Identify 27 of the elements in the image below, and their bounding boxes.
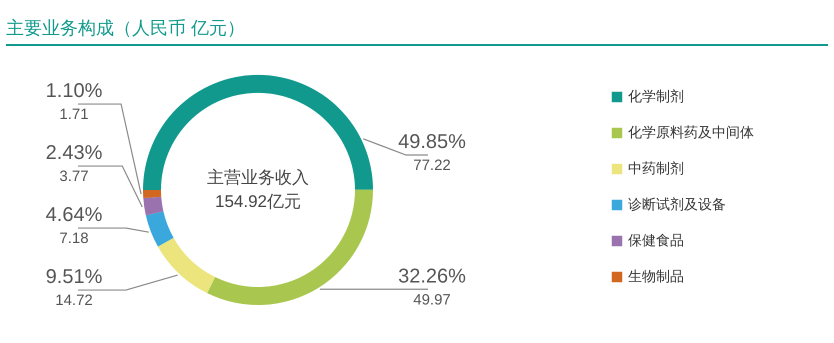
text: 1.10% [46, 80, 102, 102]
data-label: 77.22 [413, 157, 451, 174]
donut-slice [143, 196, 164, 216]
donut-slice [207, 190, 373, 305]
data-label: 7.18 [59, 230, 89, 248]
text: 2.43% [46, 142, 102, 164]
data-label: 1.71 [59, 106, 89, 124]
donut-slice [143, 75, 373, 190]
donut-slice [158, 238, 216, 294]
donut-slice [146, 211, 174, 247]
text: 主营业务收入 [207, 168, 309, 187]
chart-title: 主要业务构成（人民币 亿元） [6, 18, 246, 38]
legend-label: 化学原料药及中间体 [628, 124, 754, 140]
legend-label: 化学制剂 [628, 88, 684, 104]
text: 32.26% [398, 265, 466, 288]
data-label: 49.97 [413, 291, 451, 308]
data-label: 3.77 [59, 168, 89, 186]
text: 49.85% [398, 131, 466, 153]
legend-label: 生物制品 [628, 268, 684, 284]
data-label: 14.72 [55, 292, 93, 310]
legend-label: 诊断试剂及设备 [628, 196, 726, 212]
text: 154.92亿元 [215, 192, 301, 211]
text: 9.51% [46, 266, 102, 288]
donut-slice [143, 190, 162, 198]
text: 4.64% [46, 204, 102, 226]
legend-label: 中药制剂 [628, 160, 684, 176]
legend-label: 保健食品 [628, 232, 684, 248]
